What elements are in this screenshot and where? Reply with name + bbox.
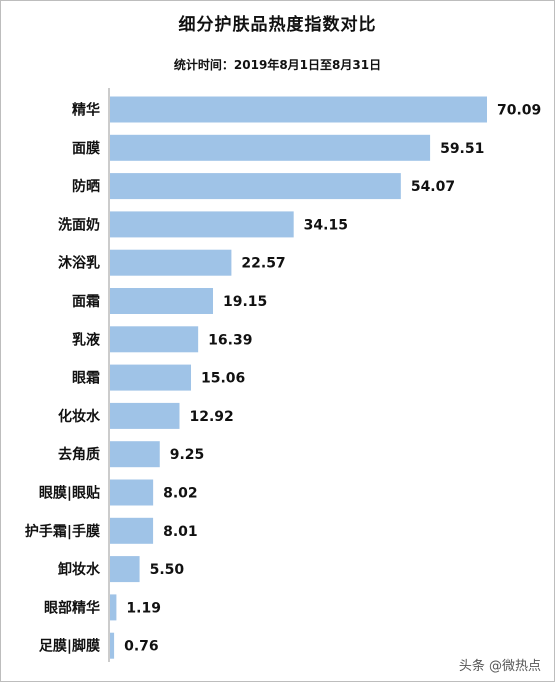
- value-label: 15.06: [201, 371, 245, 387]
- category-label: 护手霜|手膜: [25, 523, 100, 540]
- value-label: 54.07: [411, 179, 455, 195]
- value-label: 8.02: [163, 486, 198, 502]
- bar: [110, 288, 214, 314]
- category-label: 洗面奶: [58, 216, 100, 233]
- chart-subtitle: 统计时间：2019年8月1日至8月31日: [173, 58, 382, 72]
- value-label: 0.76: [124, 639, 159, 655]
- value-label: 8.01: [163, 524, 198, 540]
- value-label: 16.39: [208, 332, 252, 348]
- category-label: 足膜|脚膜: [39, 638, 100, 655]
- value-label: 12.92: [189, 409, 233, 425]
- watermark: 头条 @微热点: [458, 659, 541, 674]
- bar: [110, 211, 294, 238]
- chart-title: 细分护肤品热度指数对比: [178, 15, 377, 35]
- category-label: 沐浴乳: [58, 255, 100, 272]
- bar: [110, 556, 140, 583]
- category-label: 精华: [72, 102, 100, 119]
- category-label: 面霜: [72, 293, 100, 310]
- category-label: 乳液: [72, 331, 101, 348]
- value-label: 22.57: [241, 256, 285, 272]
- category-label: 防晒: [72, 178, 100, 195]
- bar: [110, 96, 487, 123]
- value-label: 59.51: [440, 141, 484, 157]
- value-label: 9.25: [170, 447, 205, 463]
- bar: [110, 441, 160, 468]
- category-label: 去角质: [58, 446, 100, 463]
- category-label: 化妆水: [58, 408, 101, 425]
- category-label: 眼膜|眼贴: [39, 485, 100, 502]
- bar: [110, 326, 199, 353]
- bar: [110, 402, 180, 429]
- bar: [110, 249, 232, 276]
- bar: [110, 173, 401, 200]
- bar: [110, 517, 154, 544]
- value-label: 1.19: [126, 600, 161, 616]
- bar: [110, 594, 117, 621]
- bar: [110, 134, 431, 161]
- bar: [110, 364, 192, 391]
- value-label: 19.15: [223, 294, 267, 310]
- bar: [110, 479, 154, 506]
- value-label: 34.15: [304, 217, 348, 233]
- value-label: 70.09: [497, 103, 541, 119]
- bar: [110, 632, 115, 659]
- bar-group: 精华 70.09 面膜 59.51 防晒 54.07 洗面奶 34.15 沐浴乳 22.57 面霜 1…: [25, 96, 541, 659]
- category-label: 眼霜: [72, 370, 100, 387]
- value-label: 5.50: [150, 562, 185, 578]
- category-label: 眼部精华: [44, 599, 100, 616]
- category-label: 卸妆水: [58, 561, 101, 578]
- category-label: 面膜: [72, 140, 100, 157]
